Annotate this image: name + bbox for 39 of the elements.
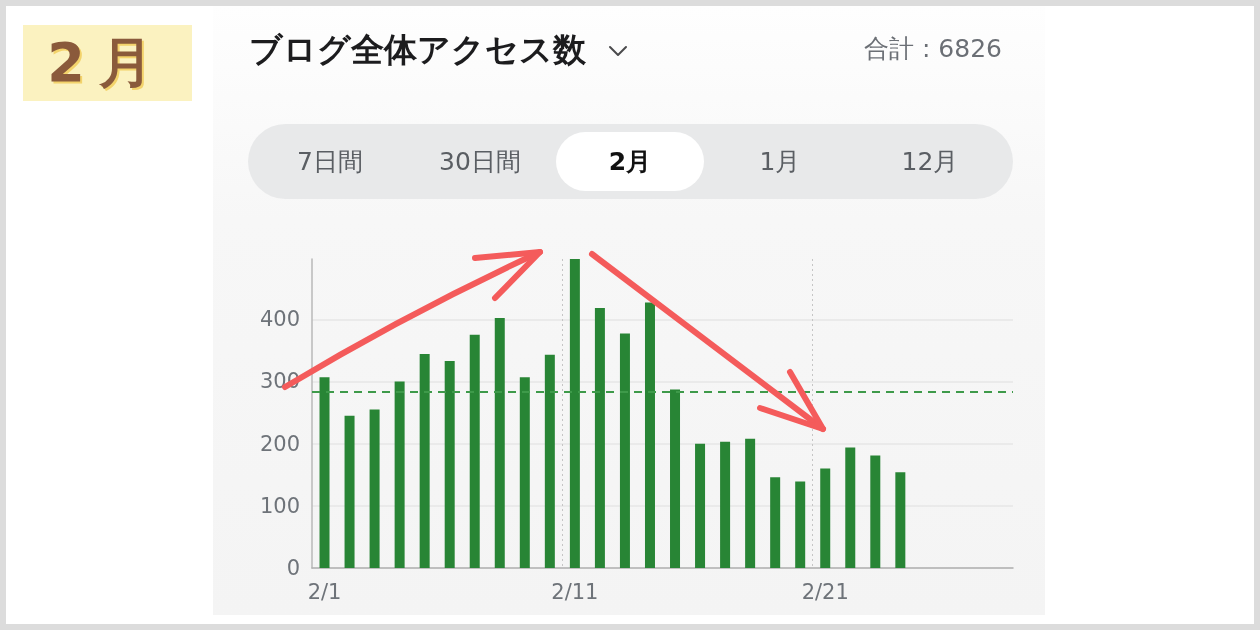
y-tick-label: 0 [286,556,300,580]
bar [619,333,630,568]
bar [494,318,505,568]
text: 合計 : 6826 [864,34,1002,64]
text: 1月 [759,147,801,177]
bar [469,334,480,568]
y-tick-label: 100 [259,493,300,518]
bar [594,308,605,568]
text: 30日間 [439,147,521,177]
bar [569,259,580,568]
bar [394,381,405,568]
bar [820,468,831,568]
bar [644,302,655,568]
bar [870,455,881,568]
x-tick-label: 2/1 [307,579,342,604]
bar [670,389,681,568]
bar [519,377,530,568]
bar [895,472,906,568]
bar [795,481,806,568]
text: 7日間 [297,147,363,177]
bar [695,443,706,568]
bar [544,354,555,568]
text: 2月 [47,31,167,94]
text: 12月 [901,147,959,177]
bar [444,360,455,568]
bar [770,477,781,568]
bar [745,438,756,568]
bar [369,409,380,568]
y-tick-label: 200 [259,431,300,456]
bar [319,377,330,568]
bar [845,447,856,568]
bar [419,354,430,568]
chart-title: ブログ全体アクセス数 [249,29,586,69]
x-tick-label: 2/21 [801,579,849,604]
x-tick-label: 2/11 [551,579,599,604]
bar [344,415,355,568]
bar [720,441,731,568]
y-tick-label: 400 [259,307,300,332]
text: 2月 [608,147,652,177]
